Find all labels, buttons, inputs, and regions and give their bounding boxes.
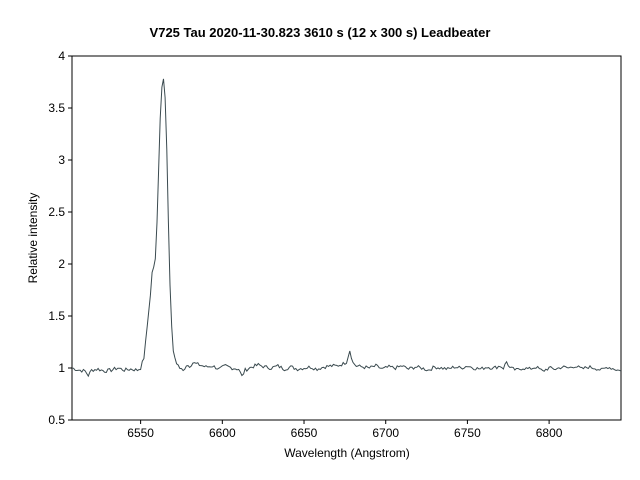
x-axis-label: Wavelength (Angstrom) bbox=[284, 446, 410, 460]
x-axis: 6550 6600 6650 6700 6750 6800 bbox=[127, 420, 563, 440]
y-axis-label: Relative intensity bbox=[26, 193, 40, 284]
y-tick-label: 3 bbox=[58, 153, 65, 167]
y-tick-label: 4 bbox=[58, 49, 65, 63]
y-tick-label: 2.5 bbox=[48, 205, 65, 219]
y-axis: 0.5 1 1.5 2 2.5 3 3.5 4 bbox=[48, 49, 72, 427]
spectrum-line bbox=[72, 78, 621, 378]
y-tick-label: 0.5 bbox=[48, 413, 65, 427]
x-tick-label: 6700 bbox=[372, 426, 399, 440]
plot-frame bbox=[71, 55, 622, 421]
y-tick-label: 2 bbox=[58, 257, 65, 271]
y-tick-label: 1.5 bbox=[48, 309, 65, 323]
x-tick-label: 6550 bbox=[127, 426, 154, 440]
chart-title: V725 Tau 2020-11-30.823 3610 s (12 x 300… bbox=[150, 25, 491, 40]
x-tick-label: 6650 bbox=[291, 426, 318, 440]
y-tick-label: 1 bbox=[58, 361, 65, 375]
x-tick-label: 6750 bbox=[454, 426, 481, 440]
x-tick-label: 6600 bbox=[209, 426, 236, 440]
x-tick-label: 6800 bbox=[536, 426, 563, 440]
y-tick-label: 3.5 bbox=[48, 101, 65, 115]
